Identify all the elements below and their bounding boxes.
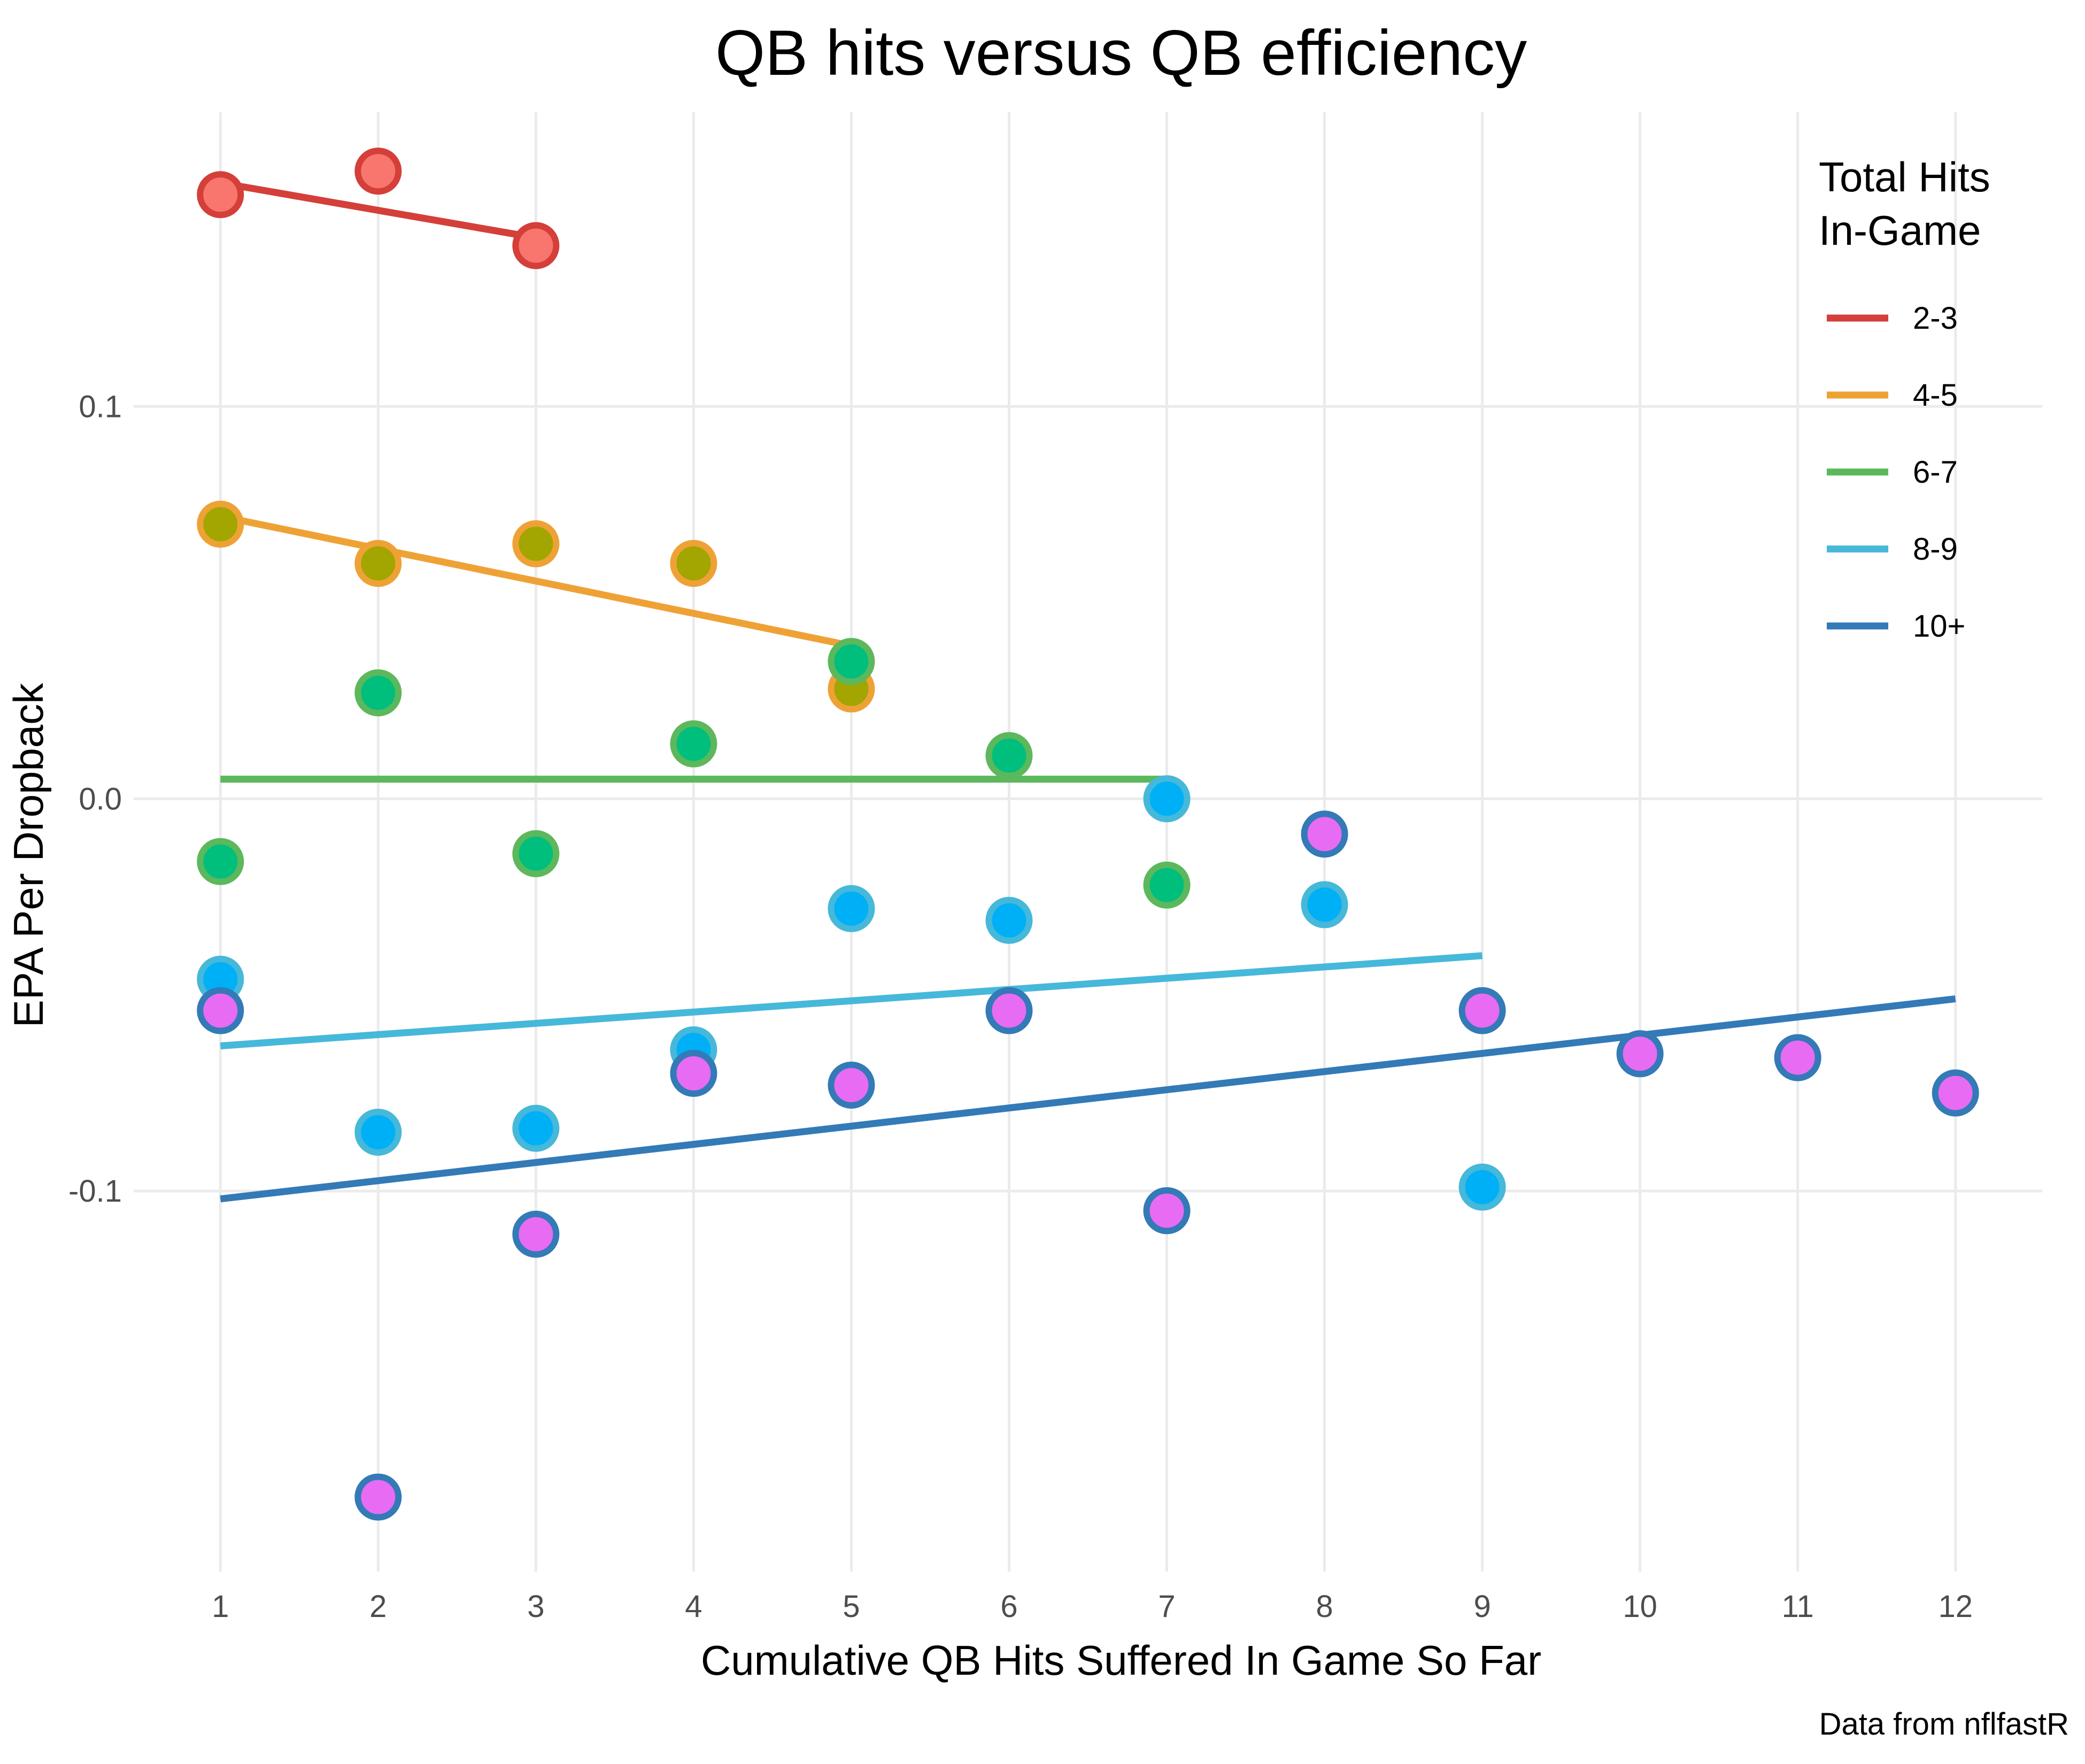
data-point-8-9 [828, 885, 875, 932]
data-point-2-3 [197, 171, 244, 219]
x-axis-title: Cumulative QB Hits Suffered In Game So F… [701, 1637, 1541, 1684]
data-point-6-7 [985, 732, 1033, 779]
y-axis-title: EPA Per Dropback [5, 683, 52, 1028]
data-point-10+ [1301, 810, 1348, 858]
data-point-8-9 [1301, 881, 1348, 929]
x-tick-label: 11 [1782, 1589, 1814, 1624]
legend-title-line-2: In-Game [1819, 207, 1981, 254]
data-point-10+ [197, 987, 244, 1034]
legend-title-line-1: Total Hits [1819, 153, 1990, 200]
legend-label-2-3: 2-3 [1913, 301, 1958, 336]
data-point-6-7 [828, 638, 875, 685]
legend-label-8-9: 8-9 [1913, 532, 1958, 567]
gridlines [134, 112, 2042, 1572]
data-point-10+ [1932, 1069, 1979, 1117]
fit-lines [219, 179, 1956, 1203]
x-tick-label: 3 [527, 1589, 544, 1624]
data-point-10+ [1143, 1187, 1191, 1234]
x-tick-label: 12 [1938, 1589, 1973, 1624]
data-point-8-9 [1458, 1163, 1506, 1211]
data-point-8-9 [985, 896, 1033, 944]
data-point-6-7 [512, 830, 560, 878]
legend-label-4-5: 4-5 [1913, 378, 1958, 413]
y-axis-ticks: -0.1 0.0 0.1 [68, 389, 122, 1209]
data-point-4-5 [197, 500, 244, 548]
data-point-10+ [1458, 987, 1506, 1034]
y-tick-label: 0.0 [79, 782, 122, 816]
legend: Total Hits In-Game 2-3 4-5 6-7 8-9 10+ [1819, 153, 1990, 644]
data-point-6-7 [354, 669, 402, 717]
data-point-8-9 [1143, 775, 1191, 823]
data-point-2-3 [512, 222, 560, 269]
data-point-8-9 [512, 1104, 560, 1152]
legend-label-10+: 10+ [1913, 609, 1965, 644]
fit-line-4-5 [219, 513, 852, 649]
x-tick-label: 1 [212, 1589, 229, 1624]
x-tick-label: 5 [843, 1589, 860, 1624]
caption: Data from nflfastR [1819, 1707, 2069, 1742]
data-point-10+ [512, 1210, 560, 1258]
fit-line-2-3 [220, 179, 537, 242]
x-tick-label: 4 [685, 1589, 702, 1624]
data-point-10+ [670, 1049, 717, 1097]
data-point-10+ [354, 1473, 402, 1521]
y-tick-label: -0.1 [68, 1174, 122, 1209]
x-axis-ticks: 1 2 3 4 5 6 7 8 9 10 11 12 [212, 1589, 1973, 1624]
data-point-6-7 [197, 838, 244, 885]
x-tick-label: 7 [1158, 1589, 1175, 1624]
fit-line-10+ [220, 995, 1956, 1203]
x-tick-label: 2 [369, 1589, 387, 1624]
data-points [197, 148, 1979, 1521]
data-point-4-5 [354, 539, 402, 587]
data-point-8-9 [354, 1109, 402, 1156]
data-point-10+ [828, 1062, 875, 1109]
data-point-10+ [1774, 1034, 1821, 1081]
data-point-6-7 [670, 720, 717, 768]
data-point-2-3 [354, 148, 402, 195]
fit-line-8-9 [220, 952, 1483, 1050]
x-tick-label: 10 [1623, 1589, 1657, 1624]
x-tick-label: 6 [1000, 1589, 1017, 1624]
chart-title: QB hits versus QB efficiency [715, 17, 1527, 89]
data-point-10+ [985, 987, 1033, 1034]
legend-label-6-7: 6-7 [1913, 455, 1958, 490]
data-point-6-7 [1143, 861, 1191, 909]
y-tick-label: 0.1 [79, 389, 122, 424]
data-point-4-5 [670, 539, 717, 587]
x-tick-label: 8 [1316, 1589, 1333, 1624]
data-point-10+ [1616, 1030, 1664, 1078]
x-tick-label: 9 [1473, 1589, 1491, 1624]
data-point-4-5 [512, 520, 560, 568]
